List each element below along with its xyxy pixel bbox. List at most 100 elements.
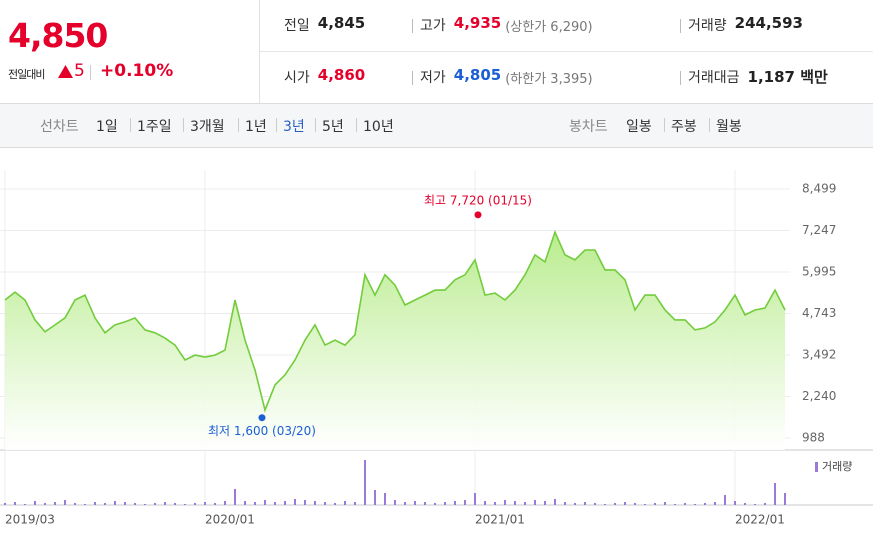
volume-bar bbox=[154, 503, 156, 505]
period-tab[interactable]: 3개월 bbox=[190, 119, 225, 135]
volume-bar bbox=[394, 500, 396, 505]
change: 5 bbox=[74, 61, 85, 81]
period-tab[interactable]: 1일 bbox=[96, 119, 118, 135]
y-tick-label: 8,499 bbox=[802, 182, 836, 196]
volume-bar bbox=[464, 500, 466, 505]
tab-separator bbox=[315, 118, 316, 132]
volume-bar bbox=[694, 504, 696, 505]
volume-bar bbox=[444, 502, 446, 505]
volume-bar bbox=[84, 504, 86, 505]
tab-group-label: 봉차트 bbox=[569, 119, 608, 135]
volume-bar bbox=[294, 499, 296, 505]
volume-bar bbox=[674, 504, 676, 505]
annotation-label: 최저 1,600 (03/20) bbox=[208, 424, 316, 438]
x-tick-label: 2021/01 bbox=[475, 513, 525, 527]
price-box: 4,850 전일대비 5 +0.10% bbox=[0, 0, 260, 103]
volume-bar bbox=[214, 503, 216, 505]
x-tick-label: 2019/03 bbox=[5, 513, 55, 527]
volume-bar bbox=[274, 502, 276, 505]
volume-bar bbox=[164, 502, 166, 505]
volume-bar bbox=[44, 503, 46, 505]
tab-group-label: 선차트 bbox=[40, 119, 79, 135]
stat-value: 4,845 bbox=[317, 14, 366, 32]
stat-label: 전일 bbox=[284, 18, 310, 34]
period-tab[interactable]: 3년 bbox=[283, 119, 305, 135]
volume-bar bbox=[194, 503, 196, 505]
volume-bar bbox=[634, 503, 636, 505]
volume-bar bbox=[414, 501, 416, 505]
stat-value: 4,805 bbox=[453, 66, 502, 84]
volume-bar bbox=[364, 460, 366, 505]
volume-bar bbox=[404, 502, 406, 505]
volume-bar bbox=[244, 501, 246, 505]
volume-bar bbox=[644, 504, 646, 505]
annotation-label: 최고 7,720 (01/15) bbox=[424, 193, 532, 207]
volume-bar bbox=[604, 504, 606, 505]
volume-bar bbox=[624, 502, 626, 505]
price: 4,850 bbox=[8, 16, 108, 55]
volume-bar bbox=[734, 501, 736, 505]
y-tick-label: 5,995 bbox=[802, 265, 836, 279]
column-divider bbox=[412, 71, 413, 85]
volume-bar bbox=[494, 502, 496, 505]
period-tab[interactable]: 5년 bbox=[322, 119, 344, 135]
volume-bar bbox=[314, 501, 316, 505]
separator bbox=[90, 65, 91, 80]
volume-bar bbox=[514, 501, 516, 505]
volume-bar bbox=[554, 499, 556, 505]
volume-bar bbox=[234, 489, 236, 505]
column-divider bbox=[412, 19, 413, 33]
stat-label: 저가 bbox=[420, 70, 446, 86]
volume-bar bbox=[184, 504, 186, 505]
period-tab[interactable]: 1년 bbox=[245, 119, 267, 135]
tab-separator bbox=[238, 118, 239, 132]
volume-bar bbox=[524, 502, 526, 505]
volume-bar bbox=[74, 503, 76, 505]
stat-sub: (하한가 3,395) bbox=[505, 72, 593, 87]
candle-tab[interactable]: 월봉 bbox=[716, 119, 742, 135]
volume-bar bbox=[474, 493, 476, 505]
volume-bar bbox=[684, 503, 686, 505]
period-tab[interactable]: 1주일 bbox=[137, 119, 172, 135]
period-tab[interactable]: 10년 bbox=[363, 119, 394, 135]
tab-separator bbox=[709, 118, 710, 132]
legend-label: 거래량 bbox=[822, 460, 852, 473]
volume-bar bbox=[574, 503, 576, 505]
tab-separator bbox=[130, 118, 131, 132]
up-arrow bbox=[58, 65, 73, 78]
price-line bbox=[4, 229, 786, 413]
volume-bar bbox=[224, 501, 226, 505]
stat-value: 244,593 bbox=[734, 14, 803, 32]
volume-bar bbox=[724, 495, 726, 505]
volume-bar bbox=[484, 501, 486, 505]
volume-bar bbox=[94, 502, 96, 505]
volume-bar bbox=[204, 502, 206, 505]
candle-tab[interactable]: 일봉 bbox=[626, 119, 652, 135]
volume-bar bbox=[544, 501, 546, 505]
volume-bar bbox=[664, 502, 666, 505]
volume-bar bbox=[744, 503, 746, 505]
volume-bar bbox=[134, 503, 136, 505]
change-label: 전일대비 bbox=[8, 68, 45, 81]
volume-bar bbox=[114, 501, 116, 505]
stat-value: 4,860 bbox=[317, 66, 366, 84]
volume-bar bbox=[284, 501, 286, 505]
volume-bar bbox=[64, 500, 66, 505]
candle-tab[interactable]: 주봉 bbox=[671, 119, 697, 135]
volume-bar bbox=[754, 504, 756, 505]
stat-label: 거래량 bbox=[688, 18, 727, 34]
volume-bar bbox=[784, 493, 786, 505]
volume-bar bbox=[774, 483, 776, 505]
volume-bar bbox=[764, 503, 766, 505]
y-tick-label: 3,492 bbox=[802, 347, 836, 361]
volume-bar bbox=[354, 502, 356, 505]
volume-bar bbox=[104, 503, 106, 505]
tab-separator bbox=[356, 118, 357, 132]
tab-separator bbox=[183, 118, 184, 132]
y-tick-label: 7,247 bbox=[802, 223, 836, 237]
volume-bar bbox=[304, 500, 306, 505]
stat-label: 시가 bbox=[284, 70, 310, 86]
price-area bbox=[5, 232, 785, 450]
volume-bar bbox=[654, 503, 656, 505]
